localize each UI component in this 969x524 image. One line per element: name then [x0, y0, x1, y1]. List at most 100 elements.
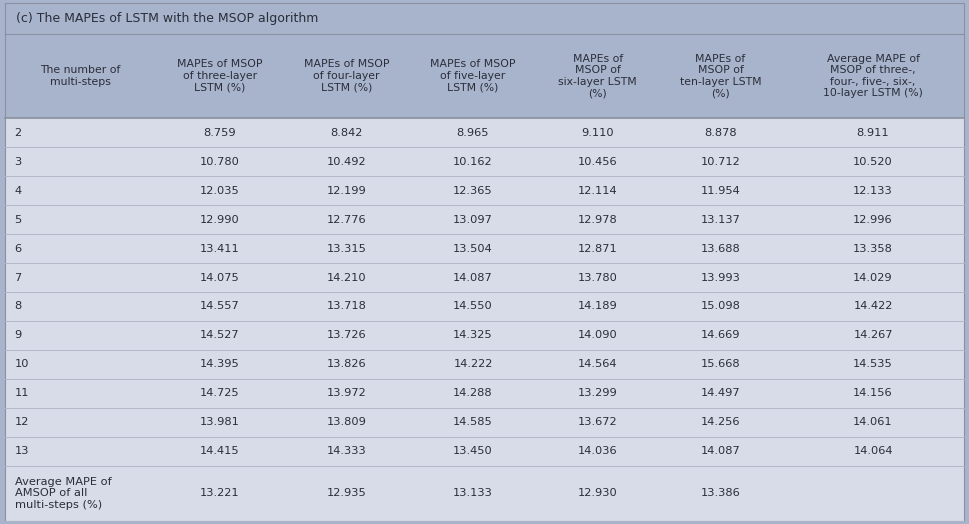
Text: 14.064: 14.064 — [854, 446, 892, 456]
Text: 14.210: 14.210 — [327, 272, 366, 282]
Text: 8.965: 8.965 — [456, 128, 489, 138]
Text: 14.550: 14.550 — [453, 301, 493, 311]
Text: 14.527: 14.527 — [200, 330, 239, 341]
Text: 12.978: 12.978 — [578, 215, 617, 225]
Bar — [5, 292, 964, 321]
Text: 14.189: 14.189 — [578, 301, 617, 311]
Text: 13.809: 13.809 — [327, 417, 366, 427]
Text: 7: 7 — [15, 272, 21, 282]
Text: 10.780: 10.780 — [200, 157, 239, 167]
Text: 14.422: 14.422 — [854, 301, 892, 311]
Text: 12.133: 12.133 — [853, 185, 892, 195]
Text: 8.842: 8.842 — [330, 128, 362, 138]
Bar — [5, 147, 964, 176]
Text: 14.288: 14.288 — [453, 388, 493, 398]
Text: 10.456: 10.456 — [578, 157, 617, 167]
Text: 4: 4 — [15, 185, 21, 195]
Text: 13.718: 13.718 — [327, 301, 366, 311]
Text: 14.087: 14.087 — [453, 272, 493, 282]
Text: 10.492: 10.492 — [327, 157, 366, 167]
Bar — [5, 350, 964, 379]
Text: 10.520: 10.520 — [853, 157, 892, 167]
Text: 13.780: 13.780 — [578, 272, 617, 282]
Text: 13.826: 13.826 — [327, 359, 366, 369]
Text: 13.450: 13.450 — [453, 446, 493, 456]
Bar — [5, 3, 964, 34]
Text: 13.358: 13.358 — [853, 244, 893, 254]
Text: 10.162: 10.162 — [453, 157, 493, 167]
Text: 13.726: 13.726 — [327, 330, 366, 341]
Text: 14.395: 14.395 — [200, 359, 239, 369]
Text: 14.564: 14.564 — [578, 359, 617, 369]
Text: 14.725: 14.725 — [200, 388, 239, 398]
Text: 12.365: 12.365 — [453, 185, 493, 195]
Text: 8.878: 8.878 — [704, 128, 736, 138]
Text: 13.299: 13.299 — [578, 388, 617, 398]
Bar — [5, 234, 964, 263]
Bar — [5, 176, 964, 205]
Bar — [5, 205, 964, 234]
Text: 14.557: 14.557 — [200, 301, 239, 311]
Text: 12.996: 12.996 — [854, 215, 892, 225]
Text: 14.061: 14.061 — [854, 417, 892, 427]
Text: 2: 2 — [15, 128, 21, 138]
Text: 14.156: 14.156 — [854, 388, 892, 398]
Text: 14.036: 14.036 — [578, 446, 617, 456]
Text: 12.990: 12.990 — [200, 215, 239, 225]
Text: 14.585: 14.585 — [453, 417, 493, 427]
Text: 12.199: 12.199 — [327, 185, 366, 195]
Text: 12.930: 12.930 — [578, 488, 617, 498]
Text: 12: 12 — [15, 417, 29, 427]
Text: The number of
multi-steps: The number of multi-steps — [41, 65, 121, 87]
Text: 13.504: 13.504 — [453, 244, 493, 254]
Text: MAPEs of MSOP
of five-layer
LSTM (%): MAPEs of MSOP of five-layer LSTM (%) — [430, 59, 516, 93]
Text: 14.075: 14.075 — [200, 272, 239, 282]
Text: 13.981: 13.981 — [200, 417, 239, 427]
Text: 3: 3 — [15, 157, 21, 167]
Text: MAPEs of MSOP
of four-layer
LSTM (%): MAPEs of MSOP of four-layer LSTM (%) — [303, 59, 390, 93]
Text: 13.972: 13.972 — [327, 388, 366, 398]
Text: 10.712: 10.712 — [701, 157, 740, 167]
Text: 8.759: 8.759 — [203, 128, 236, 138]
Text: 14.090: 14.090 — [578, 330, 617, 341]
Text: 14.669: 14.669 — [701, 330, 740, 341]
Text: 11: 11 — [15, 388, 29, 398]
Text: 13: 13 — [15, 446, 29, 456]
Text: 12.776: 12.776 — [327, 215, 366, 225]
Text: 12.935: 12.935 — [327, 488, 366, 498]
Text: 13.315: 13.315 — [327, 244, 366, 254]
Text: 9.110: 9.110 — [581, 128, 614, 138]
Text: 14.535: 14.535 — [853, 359, 892, 369]
Text: 15.098: 15.098 — [701, 301, 740, 311]
Text: 9: 9 — [15, 330, 21, 341]
Bar — [5, 379, 964, 408]
Bar — [5, 408, 964, 436]
Text: 12.035: 12.035 — [200, 185, 239, 195]
Text: 14.029: 14.029 — [854, 272, 892, 282]
Text: 13.137: 13.137 — [701, 215, 740, 225]
Text: MAPEs of MSOP
of three-layer
LSTM (%): MAPEs of MSOP of three-layer LSTM (%) — [177, 59, 263, 93]
Text: 8.911: 8.911 — [857, 128, 890, 138]
Text: 6: 6 — [15, 244, 21, 254]
Text: (c) The MAPEs of LSTM with the MSOP algorithm: (c) The MAPEs of LSTM with the MSOP algo… — [16, 12, 319, 25]
Text: 13.411: 13.411 — [200, 244, 239, 254]
Bar — [5, 466, 964, 521]
Text: 15.668: 15.668 — [701, 359, 740, 369]
Text: 12.114: 12.114 — [578, 185, 617, 195]
Text: 8: 8 — [15, 301, 21, 311]
Text: 14.415: 14.415 — [200, 446, 239, 456]
Text: 14.325: 14.325 — [453, 330, 493, 341]
Text: 13.672: 13.672 — [578, 417, 617, 427]
Text: 12.871: 12.871 — [578, 244, 617, 254]
Text: 5: 5 — [15, 215, 21, 225]
Text: 13.221: 13.221 — [200, 488, 239, 498]
Text: MAPEs of
MSOP of
ten-layer LSTM
(%): MAPEs of MSOP of ten-layer LSTM (%) — [679, 53, 762, 99]
Bar — [5, 263, 964, 292]
Bar — [5, 321, 964, 350]
Text: 13.097: 13.097 — [453, 215, 493, 225]
Text: MAPEs of
MSOP of
six-layer LSTM
(%): MAPEs of MSOP of six-layer LSTM (%) — [558, 53, 637, 99]
Text: 14.333: 14.333 — [327, 446, 366, 456]
Text: 10: 10 — [15, 359, 29, 369]
Text: Average MAPE of
MSOP of three-,
four-, five-, six-,
10-layer LSTM (%): Average MAPE of MSOP of three-, four-, f… — [823, 53, 922, 99]
Text: Average MAPE of
AMSOP of all
multi-steps (%): Average MAPE of AMSOP of all multi-steps… — [15, 477, 111, 510]
